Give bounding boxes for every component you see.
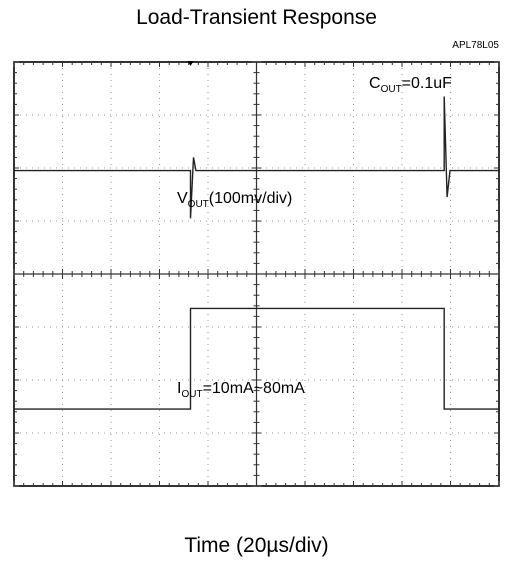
- part-number: APL78L05: [452, 40, 499, 51]
- graticule: [13, 61, 500, 487]
- trace-iout: [14, 307, 499, 410]
- x-axis-label: Time (20µs/div): [184, 534, 329, 557]
- trigger-marker: [187, 61, 194, 66]
- traces: [14, 96, 499, 410]
- trace-vout: [14, 96, 499, 219]
- cout-label: COUT=0.1uF: [369, 75, 452, 95]
- vout-label: VOUT(100mv/div): [177, 190, 293, 210]
- chart-title: Load-Transient Response: [136, 6, 377, 29]
- iout-label: IOUT=10mA~80mA: [177, 380, 305, 400]
